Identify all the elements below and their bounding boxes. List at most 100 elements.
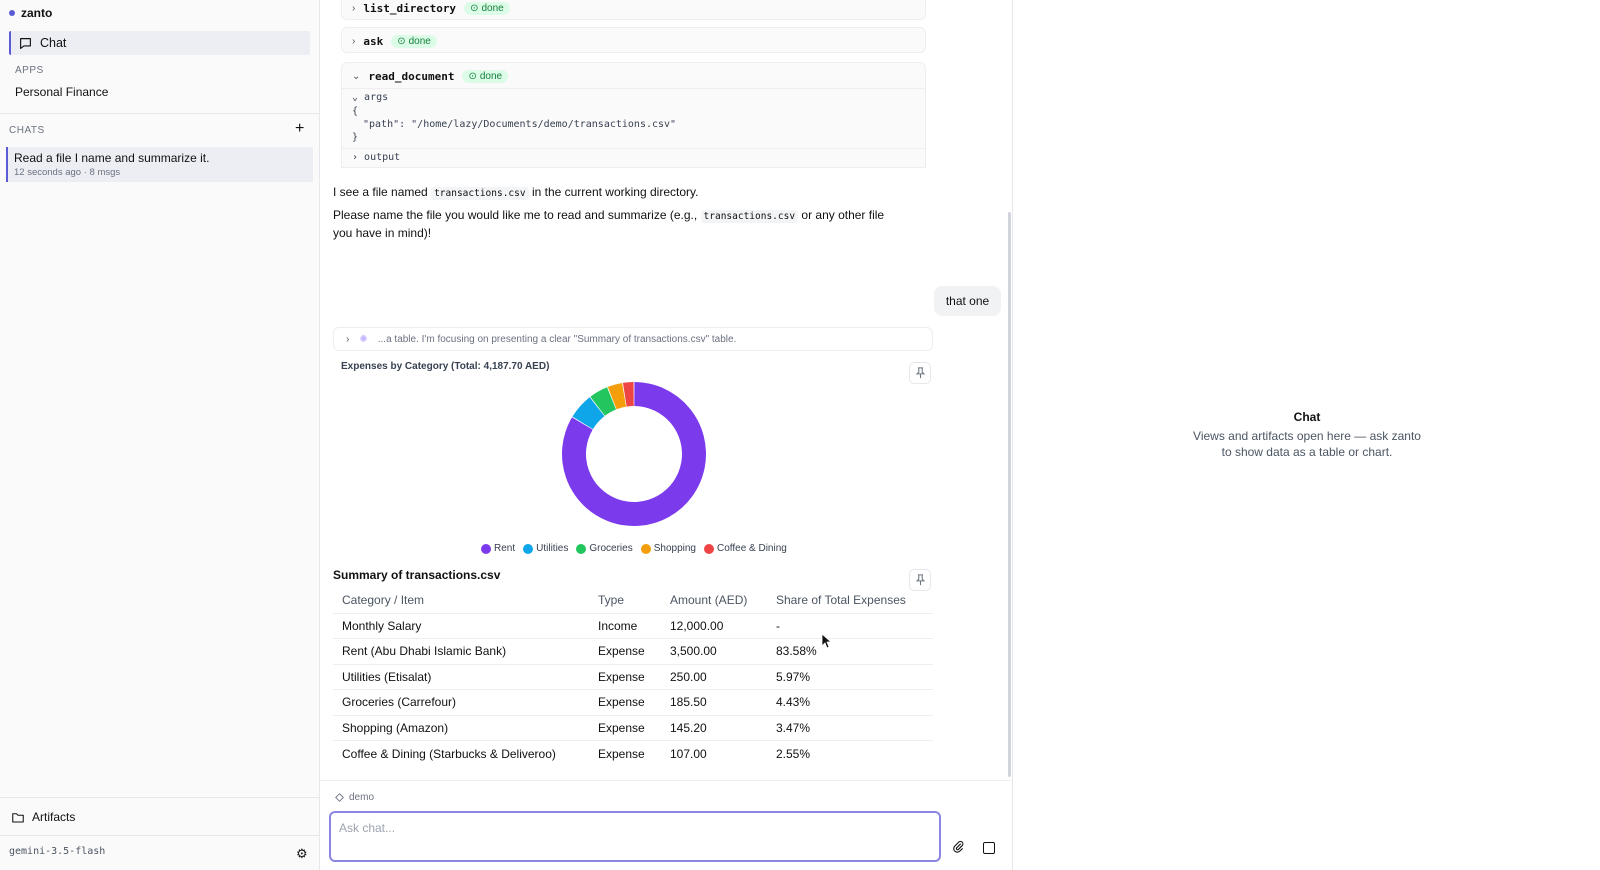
chart-legend: Rent Utilities Groceries Shopping Coffee & D… [481, 543, 787, 554]
chat-title: Read a file I name and summarize it. [14, 151, 210, 165]
legend-label: Utilities [536, 543, 569, 554]
output-toggle[interactable]: › output [352, 152, 401, 163]
thinking-text: ...a table. I'm focusing on presenting a… [377, 333, 737, 345]
column-header: Category / Item [342, 593, 425, 608]
tool-name: list_directory [363, 1, 457, 15]
chats-section-label: CHATS [9, 125, 45, 136]
chevron-right-icon: › [352, 35, 356, 47]
table-cell: 145.20 [661, 714, 767, 741]
inline-code: transactions.csv [431, 187, 529, 200]
tool-call-read-document[interactable]: ⌄ read_document ⊙ done [341, 62, 926, 88]
tool-args-panel: ⌄ args { "path": "/home/lazy/Documents/d… [341, 88, 926, 168]
donut-slice-groceries[interactable] [590, 387, 616, 416]
table-cell: 107.00 [661, 740, 767, 766]
table-cell: Expense [589, 740, 661, 766]
pin-table-button[interactable] [909, 569, 931, 591]
legend-entry[interactable]: Coffee & Dining [703, 543, 787, 554]
check-circle-icon: ⊙ [468, 70, 477, 82]
legend-entry[interactable]: Shopping [640, 543, 696, 554]
legend-entry[interactable]: Utilities [523, 543, 568, 554]
workspace-tag[interactable]: demo [335, 792, 374, 803]
donut-slice-shopping[interactable] [607, 382, 627, 410]
artifacts-button[interactable]: Artifacts [12, 810, 75, 824]
table-cell: Expense [589, 714, 661, 741]
chat-list-item[interactable]: Read a file I name and summarize it. 12 … [6, 147, 313, 182]
apps-section-label: APPS [15, 65, 44, 76]
legend-entry[interactable]: Groceries [576, 543, 633, 554]
table-cell: Expense [589, 689, 661, 715]
table-cell: Shopping (Amazon) [333, 714, 589, 741]
sidebar-item-label: Chat [40, 36, 67, 50]
sidebar: zanto Chat APPS Personal Finance CHATS +… [0, 0, 320, 870]
table-cell: Income [589, 612, 661, 639]
table-row: Groceries (Carrefour) Expense 185.50 4.43% [333, 689, 933, 715]
legend-label: Rent [494, 543, 516, 554]
model-selector[interactable]: gemini-3.5-flash [9, 846, 106, 857]
table-header-row: Category / Item Type Amount (AED) Share … [333, 588, 933, 613]
artifacts-label: Artifacts [32, 810, 76, 824]
chat-scrollbar[interactable] [1008, 212, 1011, 777]
sidebar-item-chat[interactable]: Chat [9, 31, 310, 55]
panel-title: Chat [1293, 410, 1321, 424]
legend-swatch [523, 543, 534, 554]
donut-slice-coffee-dining[interactable] [622, 382, 634, 407]
gear-icon[interactable]: ⚙ [296, 846, 308, 861]
mouse-cursor-icon [821, 633, 833, 649]
thinking-collapsible[interactable]: › ✺ ...a table. I'm focusing on presenti… [333, 327, 933, 351]
table-cell: 2.55% [767, 740, 933, 766]
chat-meta: 12 seconds ago · 8 msgs [14, 167, 121, 178]
tool-name: read_document [368, 69, 455, 83]
status-badge: ⊙ done [462, 69, 509, 83]
legend-label: Coffee & Dining [716, 543, 787, 554]
divider [320, 780, 1012, 781]
legend-swatch [640, 543, 651, 554]
table-cell: 5.97% [767, 663, 933, 690]
check-circle-icon: ⊙ [397, 35, 406, 47]
chevron-down-icon: ⌄ [352, 70, 361, 82]
table-cell: 4.43% [767, 689, 933, 715]
donut-slice-utilities[interactable] [572, 397, 605, 430]
pin-icon [915, 367, 925, 379]
table-row: Rent (Abu Dhabi Islamic Bank) Expense 3,50… [333, 638, 933, 664]
divider [0, 797, 320, 798]
workspace-label: demo [349, 792, 375, 803]
status-badge: ⊙ done [464, 1, 510, 15]
brand-dot-icon [9, 10, 15, 16]
paperclip-icon[interactable] [952, 840, 964, 856]
spinner-icon: ✺ [359, 333, 368, 345]
folder-icon [12, 812, 24, 823]
legend-entry[interactable]: Rent [481, 543, 515, 554]
table-title: Summary of transactions.csv [333, 568, 501, 582]
legend-swatch [703, 543, 714, 554]
tool-name: ask [363, 34, 384, 48]
donut-slice-rent[interactable] [562, 382, 706, 526]
args-toggle[interactable]: ⌄ args [352, 92, 389, 103]
summary-table: Category / Item Type Amount (AED) Share … [333, 588, 933, 766]
assistant-message-line: Please name the file you would like me t… [333, 208, 885, 240]
stop-icon[interactable] [983, 842, 995, 854]
table-cell: - [767, 612, 933, 639]
donut-chart [562, 382, 706, 526]
tool-call-ask[interactable]: › ask ⊙ done [341, 27, 926, 53]
pin-chart-button[interactable] [909, 362, 931, 384]
new-chat-plus-icon[interactable]: + [295, 120, 305, 137]
table-row: Monthly Salary Income 12,000.00- [333, 612, 933, 639]
table-cell: Monthly Salary [333, 612, 589, 639]
legend-label: Shopping [653, 543, 696, 554]
args-path: "path": "/home/lazy/Documents/demo/trans… [363, 119, 677, 130]
brand[interactable]: zanto [9, 6, 52, 20]
table-row: Coffee & Dining (Starbucks & Deliveroo) E… [333, 740, 933, 766]
diamond-icon [335, 793, 344, 802]
table-cell: Groceries (Carrefour) [333, 689, 589, 715]
chat-input[interactable] [329, 811, 941, 862]
args-brace-close: } [352, 132, 359, 143]
chat-bubble-icon [20, 37, 31, 49]
sidebar-item-personal-finance[interactable]: Personal Finance [15, 85, 109, 99]
tool-call-list-directory[interactable]: › list_directory ⊙ done [341, 0, 926, 20]
legend-swatch [576, 543, 587, 554]
assistant-message-line: I see a file named transactions.csv in t… [333, 185, 699, 200]
table-row: Utilities (Etisalat) Expense 250.00 5.97% [333, 663, 933, 690]
check-circle-icon: ⊙ [470, 2, 479, 14]
brand-name: zanto [21, 6, 53, 20]
table-cell: 250.00 [661, 663, 767, 690]
